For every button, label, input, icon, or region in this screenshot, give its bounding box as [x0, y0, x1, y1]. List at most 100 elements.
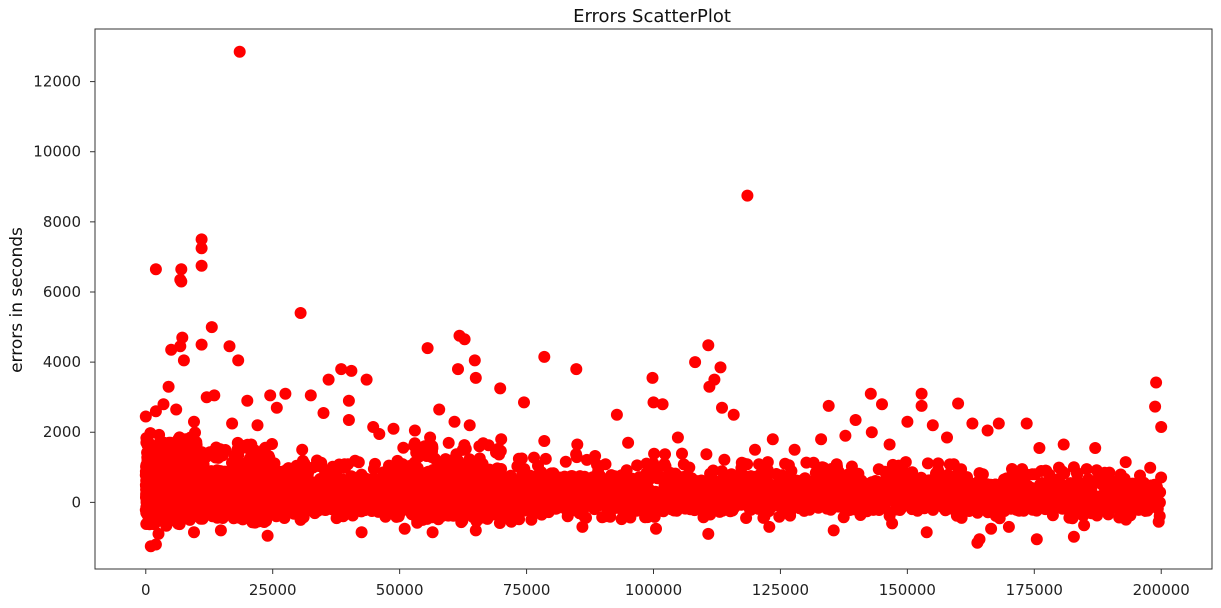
data-point-outlier [170, 403, 183, 416]
data-point [422, 468, 435, 481]
markers-layer [139, 45, 1168, 553]
data-point [782, 459, 795, 472]
x-tick-label: 25000 [249, 581, 297, 599]
data-point [1069, 480, 1082, 493]
data-point [694, 492, 707, 505]
data-point-outlier [941, 431, 953, 444]
data-point-outlier [827, 524, 840, 537]
data-point [472, 479, 485, 492]
data-point-outlier [1057, 438, 1070, 451]
data-point-outlier [424, 431, 437, 444]
data-point [174, 507, 187, 520]
data-point-outlier [763, 520, 776, 533]
data-point [753, 458, 765, 471]
data-point [397, 441, 410, 454]
data-point-outlier [345, 364, 358, 377]
data-point-outlier [985, 522, 998, 535]
data-point-outlier [152, 527, 165, 540]
x-tick-label: 175000 [1006, 581, 1063, 599]
data-point [800, 456, 813, 469]
data-point [1138, 495, 1151, 508]
data-point [715, 465, 728, 478]
data-point-outlier [458, 333, 471, 346]
data-point [864, 492, 877, 505]
data-point [559, 455, 572, 468]
data-point [929, 498, 942, 511]
data-point [599, 458, 612, 471]
data-point-outlier [741, 189, 754, 202]
data-point [718, 453, 731, 466]
data-point [460, 483, 473, 496]
data-point-outlier [656, 398, 669, 411]
data-point-outlier [1033, 442, 1046, 454]
data-point [834, 495, 847, 508]
data-point [672, 470, 685, 483]
data-point-outlier [452, 363, 464, 376]
data-point [147, 448, 160, 461]
data-point-outlier [195, 242, 208, 255]
data-point-outlier [373, 428, 386, 440]
data-point-outlier [1020, 417, 1033, 430]
data-point [458, 439, 471, 452]
data-point-outlier [360, 373, 373, 386]
data-point [399, 502, 412, 515]
data-point [463, 453, 476, 466]
data-point-outlier [335, 363, 348, 376]
data-point [276, 473, 289, 486]
data-point-outlier [671, 431, 684, 444]
data-point-outlier [1150, 376, 1163, 389]
x-tick-label: 50000 [376, 581, 424, 599]
data-point [153, 428, 166, 441]
data-point [411, 516, 424, 529]
data-point-outlier [261, 529, 274, 542]
data-point-outlier [264, 389, 277, 402]
y-tick-label: 0 [71, 493, 81, 511]
data-point-outlier [139, 410, 152, 423]
data-point-outlier [294, 307, 307, 319]
data-point [959, 492, 972, 505]
data-point [753, 468, 766, 481]
data-point [199, 466, 212, 479]
data-point-outlier [901, 415, 914, 428]
x-tick-label: 75000 [503, 581, 551, 599]
data-point-outlier [495, 433, 508, 446]
data-point [236, 463, 248, 476]
y-tick-label: 4000 [43, 353, 81, 371]
data-point [316, 475, 329, 488]
data-point [170, 446, 183, 459]
data-point-outlier [342, 394, 355, 407]
data-point [665, 487, 678, 500]
data-point [326, 494, 339, 507]
data-point [419, 477, 432, 490]
data-point [212, 451, 225, 464]
x-tick-label: 150000 [879, 581, 936, 599]
x-tick-label: 200000 [1133, 581, 1190, 599]
data-point [700, 448, 713, 461]
data-point [229, 494, 242, 507]
data-point [620, 488, 633, 501]
data-point [338, 496, 350, 509]
data-point-outlier [915, 387, 928, 400]
data-point-outlier [355, 526, 368, 539]
data-point-outlier [294, 513, 307, 526]
data-point [547, 467, 560, 480]
data-point-outlier [469, 371, 482, 384]
data-point-outlier [505, 515, 518, 528]
data-point-outlier [716, 401, 728, 414]
data-point [873, 504, 886, 516]
data-point-outlier [494, 382, 507, 395]
data-point-outlier [689, 356, 702, 369]
data-point [352, 456, 365, 469]
data-point [542, 506, 555, 519]
data-point-outlier [839, 429, 852, 442]
data-point [315, 456, 328, 469]
data-point [1144, 461, 1157, 474]
data-point [421, 512, 434, 525]
data-point [405, 488, 418, 501]
data-point-outlier [646, 371, 659, 384]
data-point [720, 485, 733, 498]
data-point [181, 441, 193, 454]
data-point-outlier [468, 354, 481, 367]
y-tick-label: 2000 [43, 423, 81, 441]
data-point-outlier [1030, 533, 1043, 546]
